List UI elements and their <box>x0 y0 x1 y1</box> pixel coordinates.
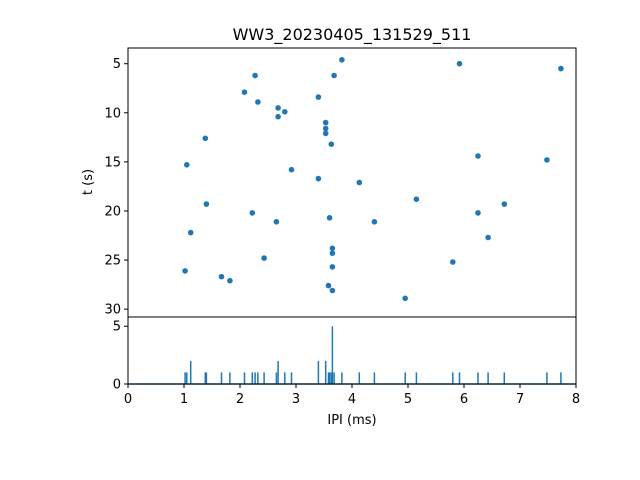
y-tick-label: 20 <box>104 204 121 219</box>
x-tick-label: 2 <box>236 392 244 407</box>
top-y-ticks: 5 10 15 20 25 30 <box>104 57 128 318</box>
scatter-point <box>356 179 363 186</box>
bottom-y-ticks: 05 <box>113 320 128 393</box>
scatter-point <box>325 282 332 289</box>
scatter-point <box>203 201 210 207</box>
scatter-point <box>288 166 295 173</box>
bottom-x-ticks: 0 1 2 3 4 5 6 7 8 <box>124 384 580 407</box>
y-tick-label: 5 <box>113 57 121 72</box>
scatter-point <box>329 264 336 270</box>
scatter-point <box>252 72 258 79</box>
scatter-point <box>475 153 481 159</box>
scatter-point <box>227 277 233 284</box>
y-tick-label: 15 <box>104 155 121 170</box>
scatter-point <box>282 109 288 115</box>
scatter-point <box>273 219 280 225</box>
y-tick-label: 5 <box>113 320 121 335</box>
scatter-point <box>413 196 420 202</box>
x-tick-label: 1 <box>180 392 188 407</box>
scatter-point <box>331 72 337 79</box>
y-tick-label: 10 <box>104 106 121 121</box>
x-tick-label: 7 <box>516 392 524 407</box>
scatter-point <box>326 215 333 221</box>
scatter-point <box>202 135 209 142</box>
scatter-point <box>322 119 329 126</box>
x-tick-label: 6 <box>460 392 468 407</box>
scatter-point <box>339 57 345 63</box>
scatter-point <box>501 201 508 207</box>
histogram-frame <box>127 316 577 385</box>
scatter-point <box>255 99 261 105</box>
scatter-point <box>329 250 336 256</box>
scatter-point <box>249 210 256 216</box>
scatter-point <box>329 245 336 252</box>
scatter-point <box>315 175 322 182</box>
chart-title: WW3_20230405_131529_511 <box>233 25 472 45</box>
scatter-point <box>329 287 336 294</box>
x-tick-label: 8 <box>572 392 580 407</box>
scatter-point <box>275 105 281 111</box>
scatter-points <box>182 57 564 302</box>
x-tick-label: 0 <box>124 392 132 407</box>
scatter-point <box>187 229 194 236</box>
y-tick-label: 25 <box>104 254 121 269</box>
x-tick-label: 5 <box>404 392 412 407</box>
scatter-point <box>241 89 248 95</box>
scatter-point <box>485 234 491 241</box>
y-tick-label: 30 <box>104 303 121 318</box>
scatter-point <box>315 94 322 100</box>
scatter-point <box>456 60 463 67</box>
scatter-point <box>275 113 281 120</box>
x-axis-label: IPI (ms) <box>327 413 376 428</box>
x-tick-label: 3 <box>292 392 300 407</box>
scatter-point <box>328 141 335 147</box>
scatter-point <box>402 295 409 302</box>
scatter-point <box>218 273 225 280</box>
scatter-point <box>450 259 456 265</box>
scatter-point <box>371 219 378 225</box>
x-tick-label: 4 <box>348 392 356 407</box>
scatter-point <box>322 130 329 137</box>
scatter-point <box>182 268 188 274</box>
scatter-point <box>544 157 550 163</box>
scatter-panel: WW3_20230405_131529_511 5 10 15 20 25 30 t (s… <box>81 25 577 318</box>
scatter-point <box>261 255 267 261</box>
y-axis-label: t (s) <box>81 169 96 195</box>
scatter-point <box>475 210 481 216</box>
scatter-point <box>322 125 329 132</box>
y-tick-label: 0 <box>113 378 121 393</box>
scatter-point <box>184 162 190 168</box>
scatter-point <box>558 65 564 72</box>
